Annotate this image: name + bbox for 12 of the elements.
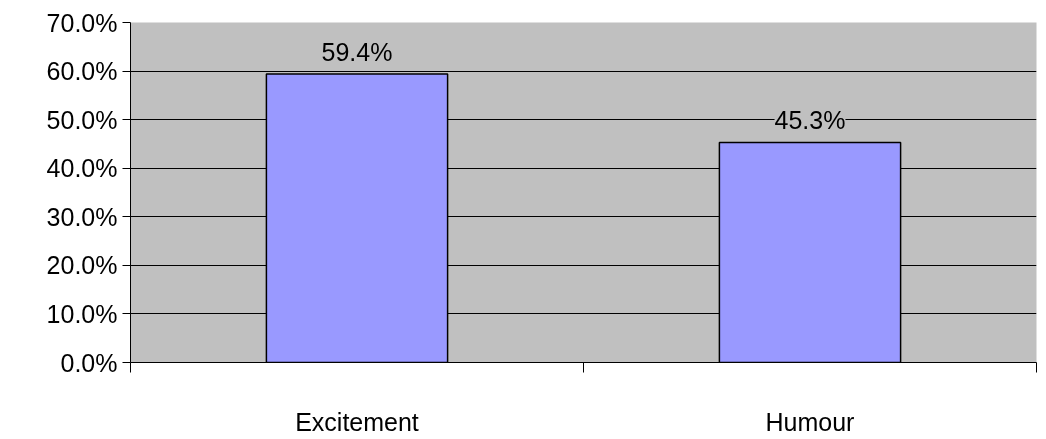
y-tick-label: 10.0% bbox=[46, 299, 118, 328]
y-tick-label: 20.0% bbox=[46, 251, 118, 280]
x-tick-label: Humour bbox=[765, 407, 855, 436]
data-label: 59.4% bbox=[321, 37, 393, 66]
y-tick-label: 40.0% bbox=[46, 154, 118, 183]
y-tick-label: 0.0% bbox=[60, 348, 118, 377]
y-tick-label: 30.0% bbox=[46, 202, 118, 231]
x-tick-label: Excitement bbox=[295, 407, 419, 436]
y-tick-label: 70.0% bbox=[46, 8, 118, 37]
data-label: 45.3% bbox=[774, 106, 846, 135]
y-tick-label: 50.0% bbox=[46, 105, 118, 134]
y-tick-label: 60.0% bbox=[46, 57, 118, 86]
